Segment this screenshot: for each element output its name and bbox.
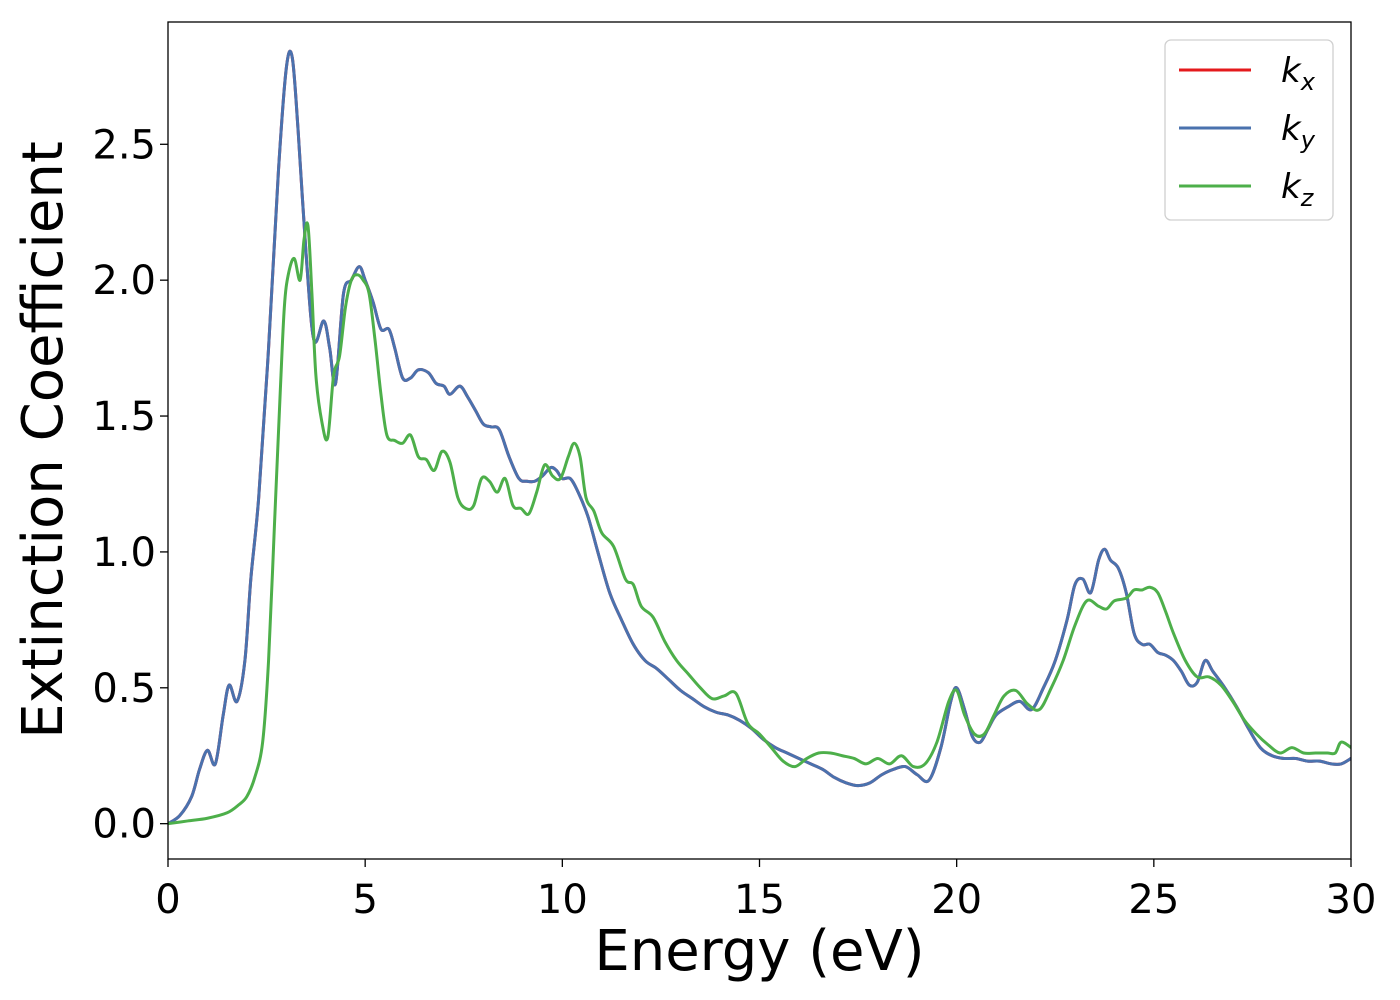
y-tick-label: 2.0 xyxy=(92,258,156,304)
x-tick-label: 5 xyxy=(352,877,377,923)
y-tick-label: 1.5 xyxy=(92,394,156,440)
x-tick-label: 20 xyxy=(931,877,982,923)
legend-label-x: kx xyxy=(1281,51,1316,96)
x-axis-title: Energy (eV) xyxy=(594,919,924,984)
y-tick-label: 1.0 xyxy=(92,530,156,576)
x-tick-label: 15 xyxy=(734,877,785,923)
x-tick-label: 30 xyxy=(1326,877,1377,923)
series-line-z xyxy=(168,221,1351,826)
legend-box xyxy=(1164,39,1334,221)
y-tick-label: 0.5 xyxy=(92,666,156,712)
x-axis: 0 5 10 15 20 25 30 xyxy=(155,859,1376,923)
y-tick-label: 0.0 xyxy=(92,802,156,848)
y-axis: 0.0 0.5 1.0 1.5 2.0 2.5 xyxy=(92,122,168,848)
series-line-y xyxy=(168,49,1351,826)
legend-label-y: ky xyxy=(1281,109,1316,154)
y-axis-title: Extinction Coefficient xyxy=(11,141,76,739)
legend: kx ky kz xyxy=(1164,39,1334,221)
x-tick-label: 10 xyxy=(537,877,588,923)
legend-label-z: kz xyxy=(1281,167,1315,212)
x-tick-label: 0 xyxy=(155,877,180,923)
series-layer xyxy=(168,49,1351,826)
y-tick-label: 2.5 xyxy=(92,122,156,168)
x-tick-label: 25 xyxy=(1128,877,1179,923)
